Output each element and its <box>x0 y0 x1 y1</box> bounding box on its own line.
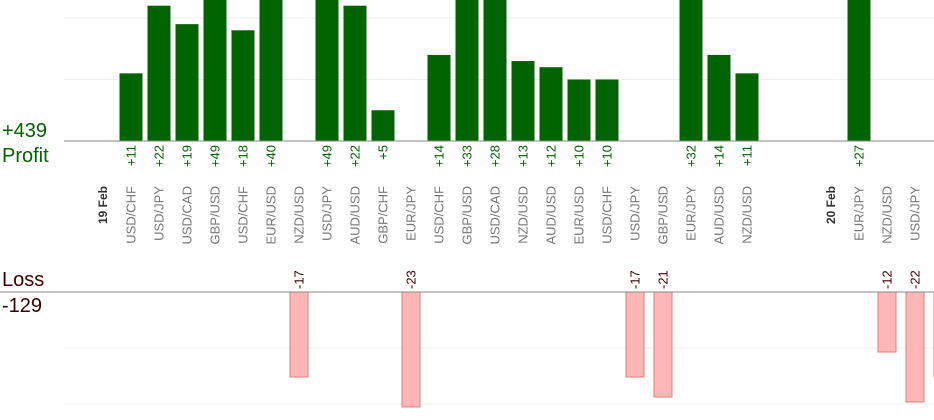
profit-bar <box>119 73 143 141</box>
profit-value-label: +14 <box>432 145 447 167</box>
profit-value-label: +12 <box>544 145 559 167</box>
category-tick-label: NZD/USD <box>880 186 895 244</box>
profit-value-label: +13 <box>516 145 531 167</box>
profit-bar <box>735 73 759 141</box>
profit-value-label: +49 <box>320 145 335 167</box>
loss-value-label: -22 <box>908 270 923 289</box>
profit-value-label: +32 <box>684 145 699 167</box>
category-tick-label: EUR/USD <box>264 186 279 245</box>
category-tick-label: AUD/USD <box>712 186 727 245</box>
profit-value-label: +49 <box>208 145 223 167</box>
loss-value-label: -12 <box>880 270 895 289</box>
profit-value-label: +18 <box>236 145 251 167</box>
profit-value-label: +5 <box>376 145 391 160</box>
category-tick-label: AUD/USD <box>544 186 559 245</box>
profit-value-label: +11 <box>124 145 139 166</box>
profit-bar <box>483 0 507 141</box>
date-marker-label: 20 Feb <box>824 186 838 224</box>
profit-bar <box>539 67 563 141</box>
profit-bar <box>455 0 479 141</box>
category-tick-label: GBP/CHF <box>376 186 391 244</box>
profit-bar <box>371 110 395 141</box>
category-tick-label: NZD/USD <box>292 186 307 244</box>
profit-value-label: +40 <box>264 145 279 167</box>
category-tick-label: USD/CHF <box>600 186 615 244</box>
profit-value-label: +22 <box>152 145 167 167</box>
profit-value-label: +10 <box>600 145 615 167</box>
category-tick-label: EUR/JPY <box>684 186 699 241</box>
category-tick-label: USD/CHF <box>124 186 139 244</box>
profit-bar <box>147 5 171 142</box>
profit-bar <box>707 54 731 141</box>
profit-bar <box>595 79 619 141</box>
category-tick-label: USD/JPY <box>320 186 335 241</box>
category-tick-label: EUR/JPY <box>852 186 867 241</box>
profit-value-label: +11 <box>740 145 755 166</box>
profit-bar <box>679 0 703 142</box>
category-tick-label: USD/JPY <box>628 186 643 241</box>
profit-bar <box>315 0 339 141</box>
profit-value-label: +27 <box>852 145 867 167</box>
loss-bar <box>401 291 421 408</box>
profit-value-label: +19 <box>180 145 195 167</box>
category-tick-label: USD/JPY <box>152 186 167 241</box>
profit-value-label: +28 <box>488 145 503 167</box>
loss-total: -129 <box>2 295 43 317</box>
category-tick-label: USD/CAD <box>488 186 503 245</box>
profit-bar <box>511 61 535 141</box>
category-tick-label: NZD/USD <box>516 186 531 244</box>
profit-value-label: +10 <box>572 145 587 167</box>
category-tick-label: USD/CAD <box>180 186 195 245</box>
profit-bar <box>427 54 451 141</box>
profit-label: Profit <box>2 145 49 167</box>
loss-value-label: -17 <box>628 270 643 289</box>
loss-bar <box>877 291 897 353</box>
category-tick-label: USD/CHF <box>432 186 447 244</box>
loss-label: Loss <box>2 269 45 291</box>
category-tick-label: AUD/USD <box>348 186 363 245</box>
category-tick-label: NZD/USD <box>740 186 755 244</box>
profit-bar <box>175 24 199 141</box>
profit-bar <box>343 5 367 142</box>
category-tick-label: GBP/USD <box>208 186 223 245</box>
category-tick-label: GBP/USD <box>656 186 671 245</box>
profit-bar <box>259 0 283 141</box>
loss-value-label: -23 <box>404 270 419 289</box>
category-tick-label: EUR/USD <box>572 186 587 245</box>
loss-value-label: -17 <box>292 270 307 289</box>
category-tick-label: GBP/USD <box>460 186 475 245</box>
loss-bar <box>625 291 645 378</box>
category-tick-label: EUR/JPY <box>404 186 419 241</box>
category-tick-label: USD/CHF <box>236 186 251 244</box>
profit-total: +439 <box>2 120 48 142</box>
profit-bar <box>567 79 591 141</box>
loss-value-label: -21 <box>656 270 671 289</box>
profit-bar <box>847 0 871 142</box>
profit-bar <box>203 0 227 141</box>
profit-bar <box>231 30 255 141</box>
date-marker-label: 19 Feb <box>96 186 110 224</box>
loss-bar <box>653 291 673 398</box>
loss-bar <box>289 291 309 378</box>
loss-bar <box>905 291 925 403</box>
profit-value-label: +33 <box>460 145 475 167</box>
profit-value-label: +14 <box>712 145 727 167</box>
profit-value-label: +22 <box>348 145 363 167</box>
category-tick-label: USD/JPY <box>908 186 923 241</box>
